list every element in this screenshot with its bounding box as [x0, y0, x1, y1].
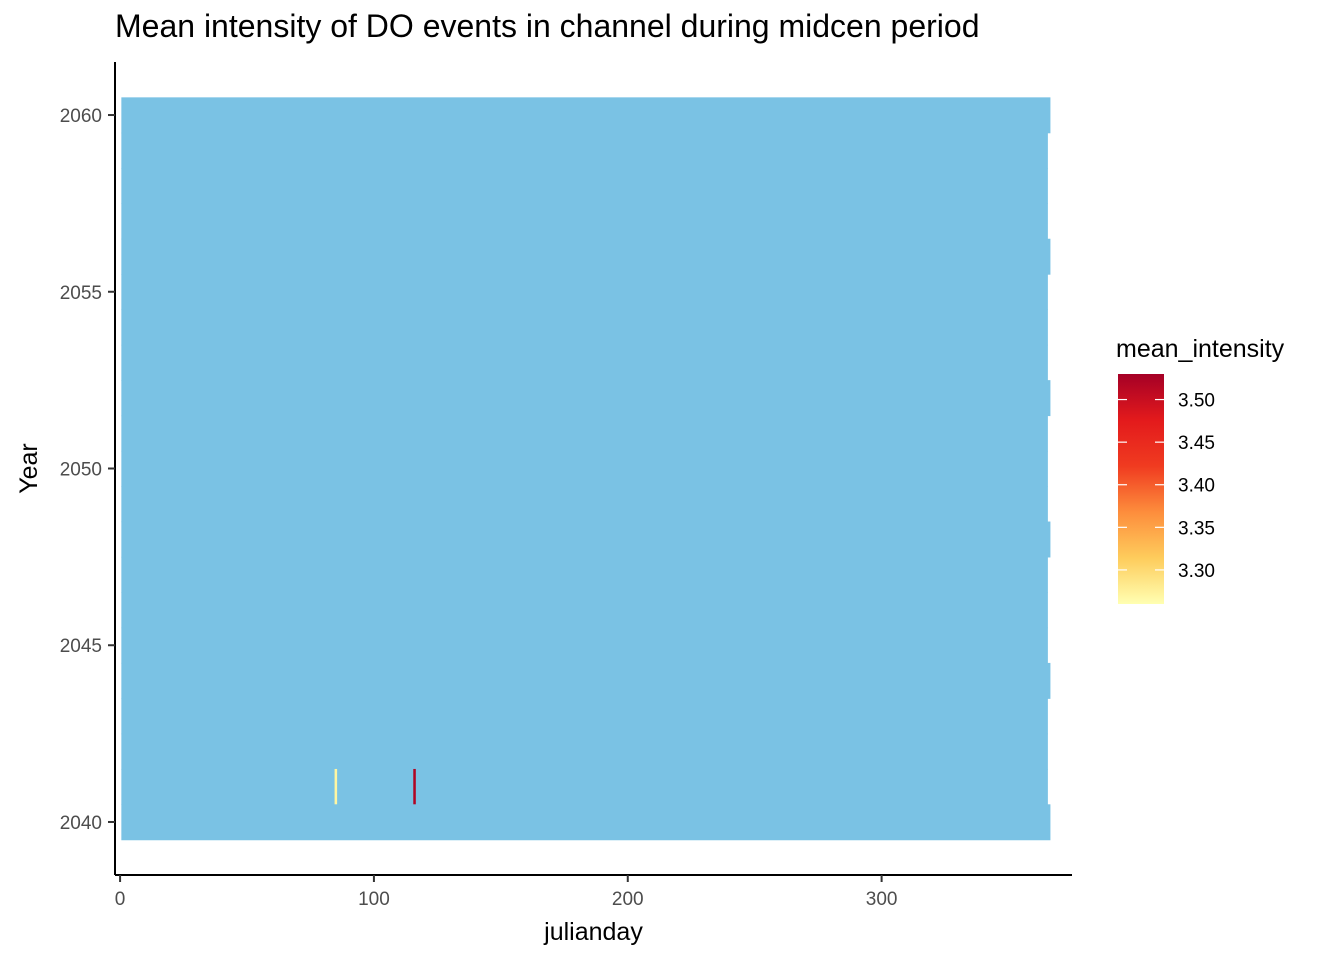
- legend-label-1: 3.35: [1178, 518, 1215, 539]
- x-tick-label-100: 100: [358, 889, 390, 910]
- x-tick-label-0: 0: [115, 889, 126, 910]
- year-row-2047: [121, 556, 1048, 593]
- year-row-2045: [121, 627, 1048, 664]
- axes: 0 100 200 300 2040 2045 2050 2055 2060: [60, 62, 1072, 910]
- year-row-2043: [121, 698, 1048, 735]
- year-row-2055: [121, 274, 1048, 311]
- legend-colorbar: [1118, 374, 1164, 604]
- y-tick-label-2040: 2040: [60, 813, 102, 834]
- y-tick-label-2050: 2050: [60, 460, 102, 481]
- y-tick-label-2060: 2060: [60, 106, 102, 127]
- y-tick-label-2045: 2045: [60, 636, 102, 657]
- year-row-2053: [121, 344, 1048, 381]
- event-tile-2: [413, 768, 416, 805]
- year-row-2052: [121, 380, 1051, 417]
- y-axis-title: Year: [15, 443, 43, 494]
- year-row-2060: [121, 97, 1051, 134]
- event-tile-1: [334, 768, 338, 805]
- year-row-2046: [121, 592, 1048, 629]
- year-row-2041: [121, 768, 1048, 805]
- color-legend: mean_intensity 3.30 3.35 3.40 3.45 3.50: [1116, 335, 1285, 604]
- year-row-2049: [121, 486, 1048, 523]
- legend-label-3: 3.45: [1178, 433, 1215, 454]
- year-row-2057: [121, 203, 1048, 240]
- y-tick-label-2055: 2055: [60, 283, 102, 304]
- year-row-2051: [121, 415, 1048, 452]
- year-row-2058: [121, 168, 1048, 204]
- year-row-2042: [121, 733, 1048, 770]
- year-row-2050: [121, 450, 1048, 487]
- year-row-2059: [121, 132, 1048, 169]
- chart-title: Mean intensity of DO events in channel d…: [115, 8, 980, 44]
- x-tick-label-300: 300: [866, 889, 898, 910]
- year-row-2040: [121, 804, 1051, 841]
- event-tiles: [334, 768, 416, 805]
- legend-title: mean_intensity: [1116, 335, 1285, 363]
- year-row-2048: [121, 521, 1051, 558]
- year-row-2056: [121, 238, 1051, 275]
- year-row-2054: [121, 309, 1048, 346]
- background-tiles: [121, 97, 1051, 841]
- x-tick-label-200: 200: [612, 889, 644, 910]
- legend-label-4: 3.50: [1178, 391, 1215, 412]
- legend-label-2: 3.40: [1178, 476, 1215, 497]
- year-row-2044: [121, 662, 1051, 699]
- x-axis-title: julianday: [543, 918, 643, 946]
- legend-label-0: 3.30: [1178, 561, 1215, 582]
